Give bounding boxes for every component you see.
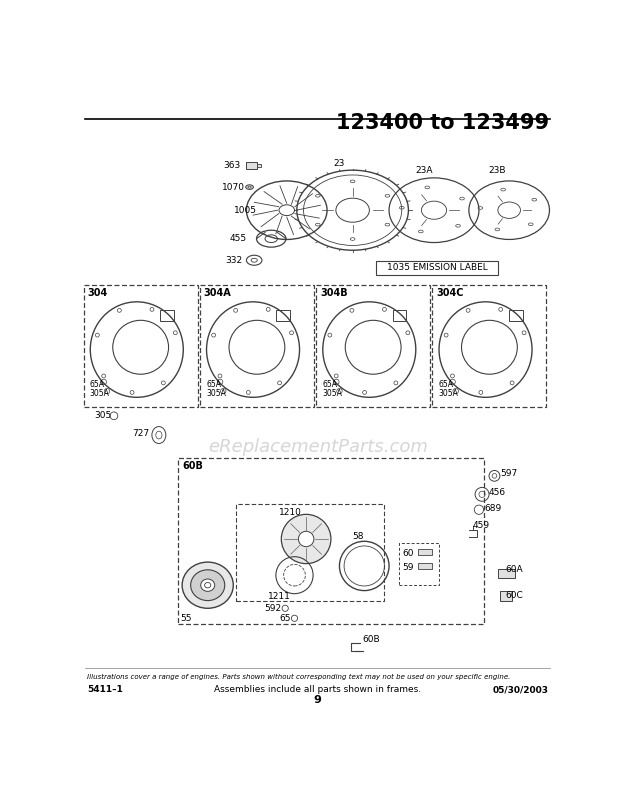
Bar <box>236 504 384 601</box>
Text: 1211: 1211 <box>268 592 290 602</box>
Text: 23: 23 <box>334 160 345 168</box>
Bar <box>376 261 498 275</box>
Text: 1210: 1210 <box>279 508 302 516</box>
Text: 727: 727 <box>133 429 149 438</box>
Text: 60A: 60A <box>505 565 523 574</box>
Text: 5411–1: 5411–1 <box>87 685 123 695</box>
Text: 304: 304 <box>87 288 108 298</box>
Bar <box>277 310 290 321</box>
Circle shape <box>281 514 331 564</box>
Bar <box>179 458 484 624</box>
Text: 305A: 305A <box>90 389 110 398</box>
Text: 363: 363 <box>223 161 241 170</box>
Text: 123400 to 123499: 123400 to 123499 <box>335 113 549 133</box>
Bar <box>418 549 432 555</box>
Text: 60B: 60B <box>363 634 380 643</box>
Text: Assemblies include all parts shown in frames.: Assemblies include all parts shown in fr… <box>214 685 422 695</box>
Text: eReplacementParts.com: eReplacementParts.com <box>208 438 428 456</box>
Text: 455: 455 <box>229 234 247 243</box>
Bar <box>200 285 314 407</box>
Text: 65A: 65A <box>322 379 337 389</box>
Text: 58: 58 <box>352 533 364 541</box>
Bar <box>160 310 174 321</box>
Bar <box>509 310 523 321</box>
Text: 1070: 1070 <box>222 183 245 192</box>
Bar <box>392 310 407 321</box>
Text: 9: 9 <box>314 695 322 705</box>
Text: 65A: 65A <box>439 379 454 389</box>
Text: 1035 EMISSION LABEL: 1035 EMISSION LABEL <box>387 263 487 273</box>
Text: 65A: 65A <box>206 379 221 389</box>
Text: 459: 459 <box>472 521 490 530</box>
Text: 23A: 23A <box>415 166 433 175</box>
Ellipse shape <box>201 579 215 591</box>
Text: Illustrations cover a range of engines. Parts shown without corresponding text m: Illustrations cover a range of engines. … <box>87 674 510 680</box>
Text: 65: 65 <box>279 614 291 623</box>
Text: 597: 597 <box>500 469 517 478</box>
Bar <box>399 543 440 585</box>
Text: 60: 60 <box>402 549 414 558</box>
Bar <box>257 164 261 167</box>
Text: 60C: 60C <box>505 591 523 600</box>
Bar <box>418 563 432 569</box>
Text: 305: 305 <box>94 411 112 420</box>
Ellipse shape <box>246 184 254 189</box>
Ellipse shape <box>182 562 233 608</box>
Text: 332: 332 <box>226 256 242 265</box>
Text: 304B: 304B <box>320 288 348 298</box>
Bar <box>84 285 198 407</box>
Text: 65A: 65A <box>90 379 105 389</box>
Circle shape <box>298 531 314 547</box>
Bar <box>498 569 515 578</box>
Bar <box>500 590 512 602</box>
Text: 689: 689 <box>484 504 502 512</box>
Text: 304A: 304A <box>204 288 232 298</box>
Text: 592: 592 <box>264 604 281 613</box>
Text: 305A: 305A <box>206 389 226 398</box>
Text: 23B: 23B <box>489 166 506 175</box>
Bar <box>433 285 546 407</box>
Text: 59: 59 <box>402 563 414 572</box>
Ellipse shape <box>248 186 251 188</box>
Bar <box>316 285 430 407</box>
Ellipse shape <box>190 569 225 601</box>
Text: 456: 456 <box>489 488 505 497</box>
Text: 305A: 305A <box>322 389 342 398</box>
Text: 55: 55 <box>180 614 192 623</box>
Text: 60B: 60B <box>182 461 203 472</box>
Text: 1005: 1005 <box>234 205 257 215</box>
Bar <box>246 162 257 169</box>
Text: 05/30/2003: 05/30/2003 <box>493 685 549 695</box>
Text: 305A: 305A <box>439 389 459 398</box>
Text: 304C: 304C <box>436 288 464 298</box>
